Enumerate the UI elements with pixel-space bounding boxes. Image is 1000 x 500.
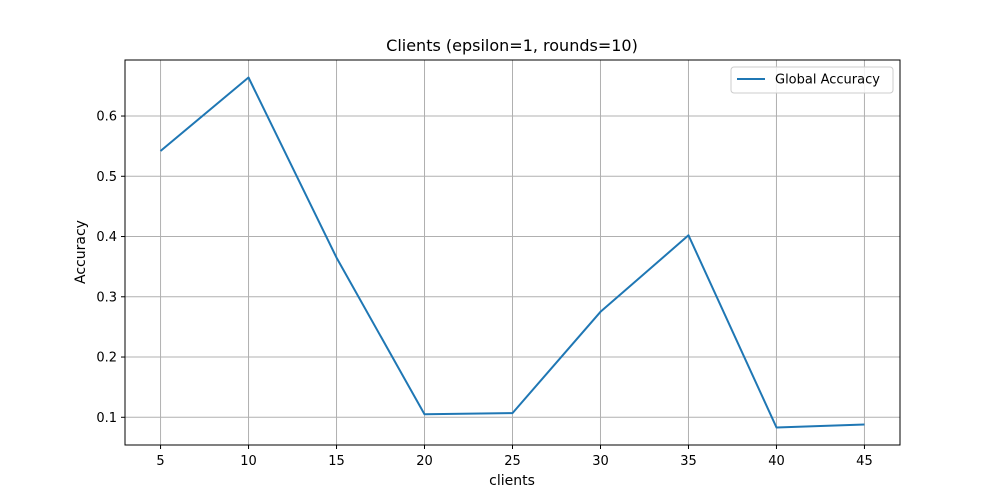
y-tick-label: 0.5	[96, 170, 117, 185]
data-point	[774, 426, 778, 430]
legend-label: Global Accuracy	[775, 73, 880, 88]
data-point	[423, 412, 427, 416]
y-tick-label: 0.4	[96, 230, 117, 245]
chart-title: Clients (epsilon=1, rounds=10)	[386, 36, 638, 55]
x-tick-label: 25	[504, 454, 521, 469]
x-axis-label: clients	[489, 473, 535, 489]
y-tick-label: 0.6	[96, 110, 117, 125]
grid	[125, 60, 900, 445]
x-tick-label: 20	[416, 454, 433, 469]
y-tick-label: 0.2	[96, 351, 117, 366]
series-line	[159, 76, 865, 429]
legend-box	[730, 66, 894, 94]
x-tick-label: 10	[240, 454, 257, 469]
data-point	[159, 149, 163, 153]
x-tick-label: 40	[768, 454, 785, 469]
data-point	[598, 310, 602, 314]
data-point	[335, 256, 339, 260]
data-point	[862, 423, 866, 427]
x-tick-label: 15	[328, 454, 345, 469]
y-tick-label: 0.1	[96, 411, 117, 426]
y-axis-label: Accuracy	[73, 220, 89, 284]
data-point	[247, 75, 251, 79]
tick-layer: 5 10 15 20 25 30 35 40 45 0.1 0.2 0.3 0.4 0.5 0.6	[96, 110, 872, 469]
x-tick-label: 5	[156, 454, 164, 469]
x-tick-label: 30	[592, 454, 609, 469]
x-tick-label: 45	[856, 454, 873, 469]
data-point	[511, 411, 515, 415]
y-tick-label: 0.3	[96, 290, 117, 305]
legend: Global Accuracy	[730, 66, 894, 94]
x-tick-label: 35	[680, 454, 697, 469]
series-layer	[159, 75, 866, 430]
data-point	[686, 233, 690, 237]
